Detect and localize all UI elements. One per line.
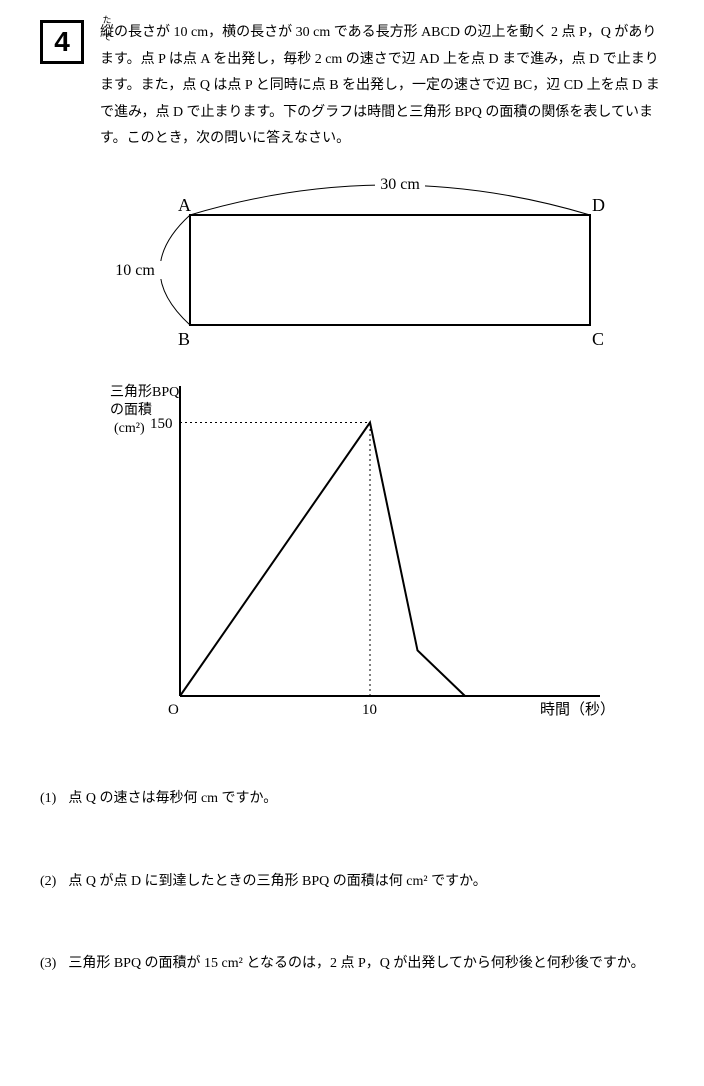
height-arc xyxy=(160,215,190,325)
area-graph: 三角形BPQ の面積 (cm²) 150 10 O 時間（秒） xyxy=(100,376,620,736)
question-number-box: 4 xyxy=(40,20,84,64)
y-axis-unit: (cm²) xyxy=(114,421,145,436)
y-axis-label-1: 三角形BPQ xyxy=(110,384,179,400)
ruby-annotation: たて 縦 xyxy=(100,20,114,47)
q2-marker: (2) xyxy=(40,869,56,896)
body-continuation: の長さが 10 cm，横の長さが 30 cm である長方形 ABCD の辺上を動… xyxy=(100,25,660,146)
question-2: (2) 点 Q が点 D に到達したときの三角形 BPQ の面積は何 cm² で… xyxy=(40,869,664,896)
corner-B-label: B xyxy=(178,329,190,349)
origin-label: O xyxy=(168,702,179,718)
question-3: (3) 三角形 BPQ の面積が 15 cm² となるのは，2 点 P，Q が出… xyxy=(40,951,664,978)
q3-marker: (3) xyxy=(40,951,56,978)
y-tick-150: 150 xyxy=(150,416,173,432)
q1-text: 点 Q の速さは毎秒何 cm ですか。 xyxy=(68,786,277,813)
height-label: 10 cm xyxy=(115,262,155,279)
x-axis-label: 時間（秒） xyxy=(540,701,615,718)
rectangle-diagram: 30 cm 10 cm A D B C xyxy=(100,165,620,365)
question-number: 4 xyxy=(54,15,70,68)
sub-questions: (1) 点 Q の速さは毎秒何 cm ですか。 (2) 点 Q が点 D に到達… xyxy=(40,786,664,978)
problem-header: 4 たて 縦 の長さが 10 cm，横の長さが 30 cm である長方形 ABC… xyxy=(40,20,664,153)
corner-A-label: A xyxy=(178,195,191,215)
diagrams-block: 30 cm 10 cm A D B C 三角形BPQ の面積 (cm²) 150… xyxy=(100,165,664,746)
corner-C-label: C xyxy=(592,329,604,349)
q3-text: 三角形 BPQ の面積が 15 cm² となるのは，2 点 P，Q が出発してか… xyxy=(68,951,644,978)
ruby-reading: たて xyxy=(100,12,114,46)
x-tick-10: 10 xyxy=(362,702,377,718)
question-1: (1) 点 Q の速さは毎秒何 cm ですか。 xyxy=(40,786,664,813)
q1-marker: (1) xyxy=(40,786,56,813)
width-label: 30 cm xyxy=(380,176,420,193)
problem-statement: たて 縦 の長さが 10 cm，横の長さが 30 cm である長方形 ABCD … xyxy=(100,20,664,153)
q2-text: 点 Q が点 D に到達したときの三角形 BPQ の面積は何 cm² ですか。 xyxy=(68,869,486,896)
graph-line xyxy=(180,422,465,696)
y-axis-label-2: の面積 xyxy=(110,402,152,418)
corner-D-label: D xyxy=(592,195,605,215)
rectangle-shape xyxy=(190,215,590,325)
